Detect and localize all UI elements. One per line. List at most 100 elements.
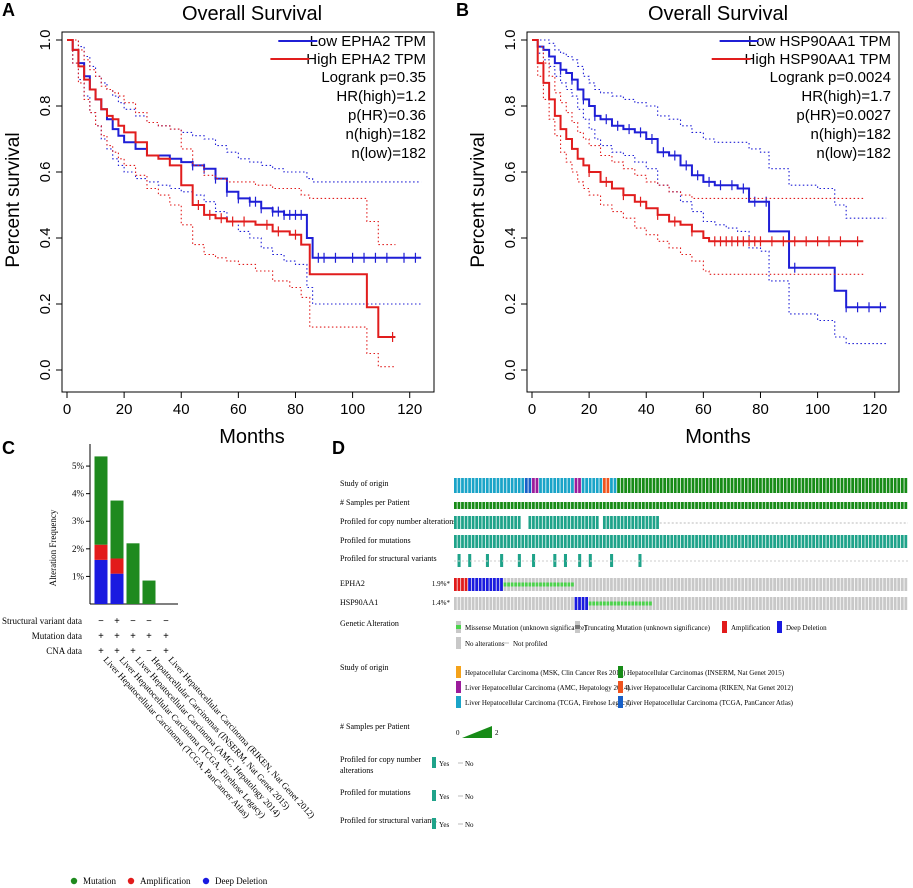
samples-cell xyxy=(659,502,663,509)
mutation-profiled-cell xyxy=(471,535,475,548)
study-cell xyxy=(549,478,553,493)
mutation-profiled-cell xyxy=(514,535,518,548)
mutation-profiled-cell xyxy=(815,535,819,548)
missense-cell xyxy=(588,601,592,606)
profiled-no-label: No xyxy=(465,793,474,801)
samples-cell xyxy=(624,502,628,509)
gene-cell xyxy=(808,597,812,610)
samples-cell xyxy=(759,502,762,509)
study-cell xyxy=(900,478,904,493)
mutation-profiled-cell xyxy=(695,535,698,548)
gene-cell xyxy=(783,597,787,610)
samples-cell xyxy=(858,502,862,509)
cna-profiled-cell xyxy=(578,516,581,529)
gene-cell xyxy=(794,578,798,591)
x-tick-label: 120 xyxy=(862,401,887,418)
samples-cell xyxy=(883,502,886,509)
mutation-profiled-cell xyxy=(741,535,745,548)
mutation-profiled-cell xyxy=(840,535,844,548)
samples-cell xyxy=(787,502,791,509)
data-row-cell: + xyxy=(130,646,136,657)
legend-item: No alterations xyxy=(465,640,505,648)
cna-profiled-cell xyxy=(485,516,489,529)
gene-cell xyxy=(741,578,745,591)
gene-cell xyxy=(556,597,560,610)
x-tick-label: 40 xyxy=(638,401,655,418)
gene-cell xyxy=(702,578,706,591)
gene-cell xyxy=(858,578,862,591)
gene-cell xyxy=(539,597,542,610)
mutation-profiled-cell xyxy=(681,535,684,548)
stat-label: n(high)=182 xyxy=(811,126,891,143)
samples-cell xyxy=(716,502,720,509)
study-cell xyxy=(798,478,801,493)
study-cell xyxy=(801,478,805,493)
study-cell xyxy=(808,478,812,493)
gene-cell xyxy=(826,578,830,591)
gene-cell xyxy=(734,597,737,610)
mutation-profiled-cell xyxy=(727,535,730,548)
y-tick-label: 0.2 xyxy=(502,294,519,315)
mutation-profiled-cell xyxy=(627,535,631,548)
mutation-profiled-cell xyxy=(461,535,464,548)
gene-cell xyxy=(493,597,496,610)
samples-cell xyxy=(727,502,730,509)
x-axis-label-a: Months xyxy=(219,426,285,448)
study-cell xyxy=(773,478,776,493)
mutation-profiled-cell xyxy=(482,535,486,548)
gene-cell xyxy=(865,597,869,610)
gene-cell xyxy=(563,597,567,610)
study-cell xyxy=(868,478,872,493)
study-cell xyxy=(755,478,759,493)
profiled-no-label: No xyxy=(465,821,474,829)
y-tick-label: 5% xyxy=(72,461,85,471)
gene-cell xyxy=(805,578,808,591)
cna-profiled-cell xyxy=(592,516,596,529)
cna-profiled-cell xyxy=(571,516,574,529)
samples-cell xyxy=(641,502,645,509)
gene-cell xyxy=(879,597,883,610)
study-cell xyxy=(553,478,557,493)
cna-profiled-cell xyxy=(606,516,610,529)
gene-cell xyxy=(766,597,769,610)
cna-profiled-cell xyxy=(563,516,567,529)
cna-profiled-cell xyxy=(493,516,496,529)
gene-cell xyxy=(535,597,539,610)
study-cell xyxy=(886,478,890,493)
gene-cell xyxy=(844,597,847,610)
samples-cell xyxy=(741,502,745,509)
samples-cell xyxy=(542,502,546,509)
mutation-profiled-cell xyxy=(720,535,723,548)
gene-cell xyxy=(649,578,652,591)
mutation-profiled-cell xyxy=(702,535,706,548)
mutation-profiled-cell xyxy=(592,535,596,548)
study-cell xyxy=(478,478,482,493)
gene-cell xyxy=(571,597,574,610)
missense-cell xyxy=(553,582,557,587)
study-cell xyxy=(677,478,681,493)
mutation-profiled-cell xyxy=(638,535,642,548)
mutation-profiled-cell xyxy=(528,535,532,548)
samples-cell xyxy=(500,502,503,509)
study-cell xyxy=(681,478,684,493)
cna-profiled-cell xyxy=(567,516,571,529)
samples-cell xyxy=(546,502,549,509)
cna-profiled-cell xyxy=(574,516,578,529)
mutation-profiled-cell xyxy=(730,535,734,548)
samples-cell xyxy=(585,502,589,509)
gene-cell xyxy=(751,597,755,610)
study-cell xyxy=(606,478,610,493)
mutation-profiled-cell xyxy=(556,535,560,548)
legend-item: Deep Deletion xyxy=(786,624,827,632)
mutation-profiled-cell xyxy=(893,535,897,548)
samples-cell xyxy=(528,502,532,509)
study-cell xyxy=(663,478,667,493)
missense-cell xyxy=(613,601,617,606)
gene-cell xyxy=(663,597,667,610)
gene-cell xyxy=(744,578,748,591)
study-legend-swatch xyxy=(456,666,461,678)
mutation-profiled-cell xyxy=(567,535,571,548)
mutation-profiled-cell xyxy=(890,535,894,548)
samples-cell xyxy=(879,502,883,509)
legend-label: Deep Deletion xyxy=(215,876,268,886)
